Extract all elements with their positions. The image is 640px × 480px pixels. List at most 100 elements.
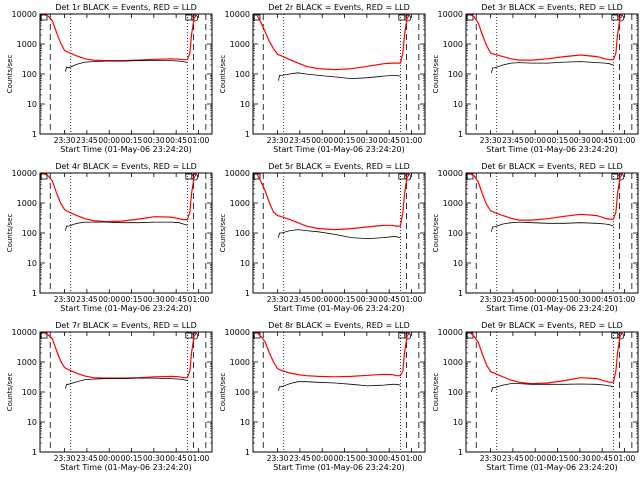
y-axis-label: Counts/sec [432,214,440,253]
lld-series-line [469,14,623,61]
x-tick-label: 00:30 [143,295,165,304]
y-tick-label: 1000 [443,358,463,367]
chart-panel: Det 1r BLACK = Events, RED = LLD 1 10 100 10… [6,3,213,154]
corner-marker [611,14,619,21]
x-axis-label: Start Time (01-May-06 23:24:20) [486,463,617,472]
y-tick-label: 10000 [225,10,250,19]
events-series-line [65,377,188,389]
y-tick-label: 1000 [230,40,250,49]
y-tick-label: 10 [27,259,37,268]
x-axis-label: Start Time (01-May-06 23:24:20) [486,145,617,154]
y-tick-label: 10000 [12,328,37,337]
x-tick-label: 23:45 [289,136,311,145]
events-series-line [65,60,188,72]
lld-series-line [469,173,623,221]
chart-panel: Det 9r BLACK = Events, RED = LLD 1 10 100 10… [432,321,639,472]
x-tick-label: 00:00 [311,136,333,145]
y-tick-label: 100 [235,229,250,238]
x-tick-label: 00:30 [356,136,378,145]
x-tick-label: 01:00 [614,295,636,304]
x-tick-label: 23:30 [480,136,502,145]
x-tick-label: 00:45 [591,454,613,463]
x-tick-label: 23:45 [289,295,311,304]
y-tick-label: 1 [458,289,463,298]
y-tick-label: 10 [240,100,250,109]
corner-marker [466,332,474,339]
corner-marker [611,332,619,339]
x-tick-label: 01:00 [614,136,636,145]
x-tick-label: 00:30 [569,454,591,463]
y-tick-label: 1000 [230,199,250,208]
lld-series-line [256,14,410,71]
y-tick-label: 1 [245,130,250,139]
chart-title: Det 1r BLACK = Events, RED = LLD [55,3,197,12]
x-tick-label: 23:45 [76,136,98,145]
y-tick-label: 10 [453,418,463,427]
events-series-line [491,221,614,232]
x-tick-label: 01:00 [401,136,423,145]
corner-marker [404,332,412,340]
corner-marker [617,173,625,181]
x-tick-label: 01:00 [188,136,210,145]
corner-marker [398,14,406,21]
corner-marker [185,332,193,339]
lld-series-line [256,332,410,378]
y-tick-label: 10000 [225,169,250,178]
x-tick-label: 00:45 [591,136,613,145]
chart-title: Det 9r BLACK = Events, RED = LLD [481,321,623,330]
lld-series-line [43,14,197,62]
y-axis-label: Counts/sec [432,373,440,412]
y-tick-label: 1000 [17,40,37,49]
x-tick-label: 00:00 [524,136,546,145]
x-tick-label: 00:30 [143,454,165,463]
y-tick-label: 1 [458,448,463,457]
corner-marker [185,14,193,21]
x-tick-label: 00:45 [378,454,400,463]
chart-panel: Det 7r BLACK = Events, RED = LLD 1 10 100 10… [6,321,213,472]
x-tick-label: 00:00 [524,454,546,463]
events-series-line [491,61,614,73]
y-tick-label: 1 [32,289,37,298]
chart-panel: Det 6r BLACK = Events, RED = LLD 1 10 100 10… [432,162,639,313]
corner-marker [404,14,412,22]
y-tick-label: 10 [453,259,463,268]
x-tick-label: 00:30 [356,295,378,304]
chart-panel: Det 8r BLACK = Events, RED = LLD 1 10 100 10… [219,321,426,472]
plot-frame [252,13,426,135]
plot-frame [252,331,426,453]
corner-marker [404,173,412,181]
x-tick-label: 23:30 [267,454,289,463]
events-series-line [278,381,401,391]
events-series-line [491,383,614,393]
x-axis-label: Start Time (01-May-06 23:24:20) [273,145,404,154]
chart-title: Det 7r BLACK = Events, RED = LLD [55,321,197,330]
x-tick-label: 00:00 [98,454,120,463]
x-tick-label: 01:00 [188,295,210,304]
y-tick-label: 10 [453,100,463,109]
x-tick-label: 00:15 [547,295,569,304]
x-axis-label: Start Time (01-May-06 23:24:20) [60,304,191,313]
y-tick-label: 10000 [438,169,463,178]
x-tick-label: 00:00 [311,454,333,463]
corner-marker [617,14,625,22]
x-tick-label: 00:45 [165,295,187,304]
x-tick-label: 23:30 [54,454,76,463]
chart-panel: Det 5r BLACK = Events, RED = LLD 1 10 100 10… [219,162,426,313]
corner-marker [191,14,199,22]
events-series-line [65,221,188,231]
y-tick-label: 1000 [230,358,250,367]
y-axis-label: Counts/sec [219,373,227,412]
plot-frame [465,13,639,135]
x-axis-label: Start Time (01-May-06 23:24:20) [486,304,617,313]
y-tick-label: 1000 [443,199,463,208]
lld-series-line [43,332,197,379]
lld-series-line [469,332,623,385]
y-tick-label: 10000 [438,10,463,19]
y-axis-label: Counts/sec [6,373,14,412]
plot-frame [252,172,426,294]
x-tick-label: 23:30 [267,136,289,145]
y-tick-label: 100 [448,388,463,397]
plot-frame [465,172,639,294]
x-tick-label: 00:45 [378,136,400,145]
